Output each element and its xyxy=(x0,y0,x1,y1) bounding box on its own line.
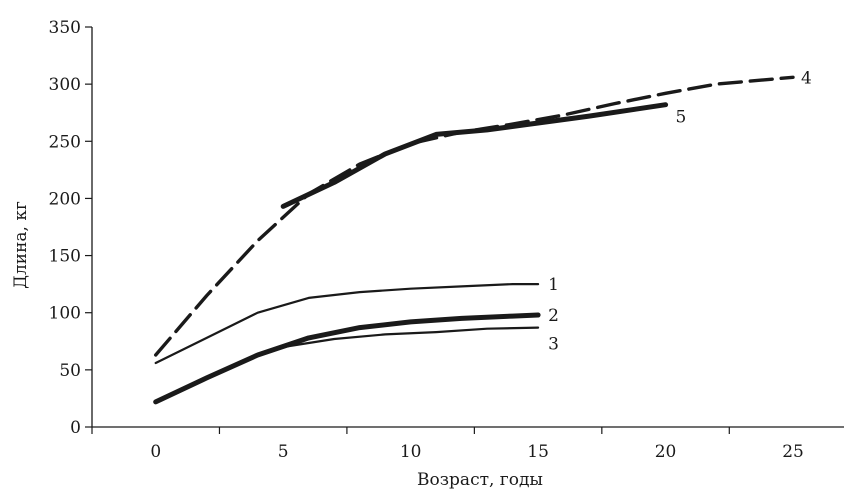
series-layer xyxy=(153,75,795,405)
series-2-label: 2 xyxy=(548,306,559,326)
x-tick-label: 10 xyxy=(400,442,422,462)
y-tick-label: 350 xyxy=(49,18,81,38)
series-5-line xyxy=(280,102,669,209)
x-tick-label: 20 xyxy=(655,442,677,462)
series-1-line xyxy=(154,283,540,365)
y-axis-title: Длина, кг xyxy=(11,201,31,289)
x-tick-label: 25 xyxy=(782,442,804,462)
x-tick-label: 15 xyxy=(527,442,549,462)
y-tick-label: 100 xyxy=(49,304,81,324)
series-4-line xyxy=(154,75,795,357)
series-4-label: 4 xyxy=(801,68,812,88)
y-tick-label: 50 xyxy=(59,361,81,381)
x-tick-label: 5 xyxy=(278,442,289,462)
y-tick-label: 300 xyxy=(49,75,81,95)
series-label-layer: 1 2 3 4 5 xyxy=(548,68,812,354)
y-axis-ticks: 0 50 100 150 200 250 300 350 xyxy=(49,18,92,438)
y-tick-label: 150 xyxy=(49,247,81,267)
series-3-label: 3 xyxy=(548,335,559,355)
y-tick-label: 200 xyxy=(49,189,81,209)
x-tick-label: 0 xyxy=(150,442,161,462)
series-5-label: 5 xyxy=(676,108,687,128)
y-tick-label: 0 xyxy=(70,418,81,438)
x-axis-title: Возраст, годы xyxy=(417,470,543,490)
series-1-label: 1 xyxy=(548,275,559,295)
y-tick-label: 250 xyxy=(49,132,81,152)
series-2-line xyxy=(153,312,541,405)
x-axis-ticks: 0 5 10 15 20 25 xyxy=(91,427,804,462)
series-3-line xyxy=(282,326,540,349)
